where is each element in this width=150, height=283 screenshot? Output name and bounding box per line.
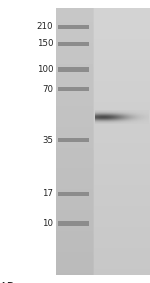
Bar xyxy=(58,221,89,226)
Text: 100: 100 xyxy=(37,65,53,74)
Text: 70: 70 xyxy=(42,85,53,94)
Bar xyxy=(58,42,89,46)
Text: 35: 35 xyxy=(42,136,53,145)
Bar xyxy=(58,87,89,91)
Text: 10: 10 xyxy=(42,219,53,228)
Bar xyxy=(58,192,89,196)
Bar xyxy=(58,67,89,72)
Text: kDa: kDa xyxy=(1,282,20,283)
Text: 17: 17 xyxy=(42,189,53,198)
Bar xyxy=(58,138,89,142)
Text: 210: 210 xyxy=(37,22,53,31)
Text: 150: 150 xyxy=(37,39,53,48)
Bar xyxy=(58,25,89,29)
